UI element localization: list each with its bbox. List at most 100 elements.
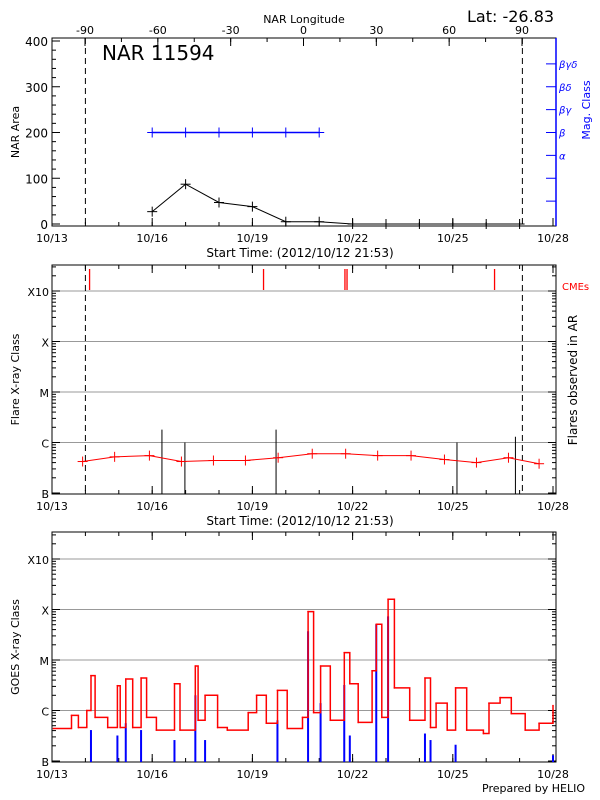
x-tick-label: 10/22 — [337, 500, 369, 513]
credit-label: Prepared by HELIO — [482, 782, 585, 795]
longitude-tick-label: -90 — [76, 24, 94, 37]
goes-long-flux-point — [488, 702, 490, 704]
goes-long-flux-point — [179, 729, 181, 731]
longitude-tick-label: 60 — [442, 24, 456, 37]
goes-long-flux-point — [119, 726, 121, 729]
goes-long-flux-point — [381, 716, 383, 719]
goes-long-flux-point — [106, 726, 109, 729]
x-tick-label: 10/19 — [237, 232, 269, 245]
longitude-tick-label: -60 — [149, 24, 167, 37]
goes-long-flux-point — [194, 665, 197, 667]
goes-long-flux-point — [446, 729, 449, 731]
latitude-label: Lat: -26.83 — [467, 7, 554, 26]
goes-long-flux-point — [155, 729, 158, 731]
nar-area-line — [151, 183, 520, 225]
goes-long-flux-point — [435, 702, 437, 704]
y-tick-label: X10 — [27, 286, 49, 299]
y-tick-label: 400 — [25, 35, 48, 49]
y-tick-label: C — [41, 438, 49, 451]
x-tick-label: 10/13 — [36, 232, 68, 245]
goes-panel-frame — [51, 531, 557, 763]
mag-class-axis-label: Mag. Class — [580, 80, 593, 139]
goes-long-flux-point — [329, 719, 332, 722]
goes-long-flux-point — [482, 732, 485, 735]
goes-long-flux-point — [499, 696, 501, 699]
mag-class-tick-label: βδ — [558, 83, 572, 94]
x-tick-label: 10/28 — [537, 232, 569, 245]
y-tick-label: C — [41, 706, 49, 719]
mag-class-tick-label: βγδ — [558, 60, 577, 71]
goes-long-flux-point — [387, 598, 389, 600]
y-tick-label: X — [41, 337, 49, 350]
y-tick-label: M — [40, 655, 50, 668]
x-axis-label: Start Time: (2012/10/12 21:53) — [206, 246, 393, 260]
goes-long-flux-point — [301, 716, 304, 719]
goes-long-flux-point — [357, 721, 359, 724]
y-tick-label: X — [41, 605, 49, 618]
cme-label: CMEs — [562, 282, 589, 293]
goes-long-flux-point — [465, 729, 468, 731]
goes-long-flux-point — [307, 610, 309, 613]
goes-long-flux-point — [124, 678, 127, 680]
goes-long-flux-point — [85, 709, 88, 712]
x-tick-label: 10/22 — [337, 768, 369, 781]
longitude-tick-label: 30 — [369, 24, 383, 37]
longitude-tick-label: -30 — [222, 24, 240, 37]
goes-long-flux-point — [524, 729, 526, 731]
y-tick-label: M — [40, 387, 50, 400]
y-tick-label: 100 — [25, 172, 48, 186]
x-tick-label: 10/16 — [136, 500, 168, 513]
goes-long-flux-point — [424, 677, 426, 679]
goes-long-flux-point — [116, 684, 119, 687]
flares-observed-label: Flares observed in AR — [566, 315, 580, 445]
goes-long-flux-point — [393, 687, 396, 689]
y-tick-label: X10 — [27, 554, 49, 567]
goes-long-flux-point — [538, 722, 540, 725]
x-tick-label: 10/13 — [36, 768, 68, 781]
longitude-tick-label: 90 — [515, 24, 529, 37]
goes-long-flux-point — [510, 712, 513, 715]
goes-long-flux-point — [145, 716, 148, 719]
goes-long-flux-point — [371, 670, 373, 672]
y-axis-label: GOES X-ray Class — [9, 599, 22, 695]
x-tick-label: 10/28 — [537, 768, 569, 781]
x-axis-label: Start Time: (2012/10/12 21:53) — [206, 514, 393, 528]
goes-long-flux-point — [375, 623, 378, 626]
goes-long-flux-point — [343, 651, 346, 654]
goes-long-flux-point — [312, 711, 315, 714]
goes-long-flux-point — [265, 722, 268, 725]
x-tick-label: 10/25 — [437, 500, 469, 513]
mag-class-tick-label: β — [558, 129, 566, 140]
y-tick-label: 200 — [25, 127, 48, 141]
goes-long-flux-point — [247, 711, 250, 714]
goes-long-flux-point — [94, 716, 96, 719]
goes-long-flux-point — [90, 674, 92, 677]
goes-long-flux-point — [204, 694, 206, 697]
longitude-tick-label: 0 — [300, 24, 307, 37]
goes-long-flux-point — [70, 714, 73, 717]
mag-class-tick-label: βγ — [558, 106, 572, 117]
goes-long-flux-point — [216, 726, 219, 729]
goes-long-flux-point — [552, 704, 554, 707]
goes-long-flux-point — [454, 687, 457, 689]
flare-panel-frame — [51, 264, 557, 495]
goes-long-flux-point — [52, 727, 55, 730]
x-tick-label: 10/19 — [237, 500, 269, 513]
goes-long-flux-point — [408, 719, 411, 722]
y-axis-label: Flare X-ray Class — [9, 333, 22, 425]
y-axis-label: NAR Area — [9, 106, 22, 158]
goes-long-flux-point — [286, 727, 288, 730]
goes-long-flux-point — [276, 689, 279, 692]
goes-long-flux-point — [255, 694, 258, 697]
goes-long-flux-point — [131, 726, 134, 729]
goes-long-flux-point — [226, 729, 229, 731]
y-tick-label: 0 — [40, 218, 48, 232]
y-tick-label: 300 — [25, 81, 48, 95]
goes-long-flux-point — [173, 682, 176, 685]
y-tick-label: B — [41, 488, 49, 501]
goes-long-flux-point — [429, 726, 432, 729]
x-tick-label: 10/25 — [437, 768, 469, 781]
x-tick-label: 10/13 — [36, 500, 68, 513]
goes-long-flux-point — [349, 682, 351, 685]
